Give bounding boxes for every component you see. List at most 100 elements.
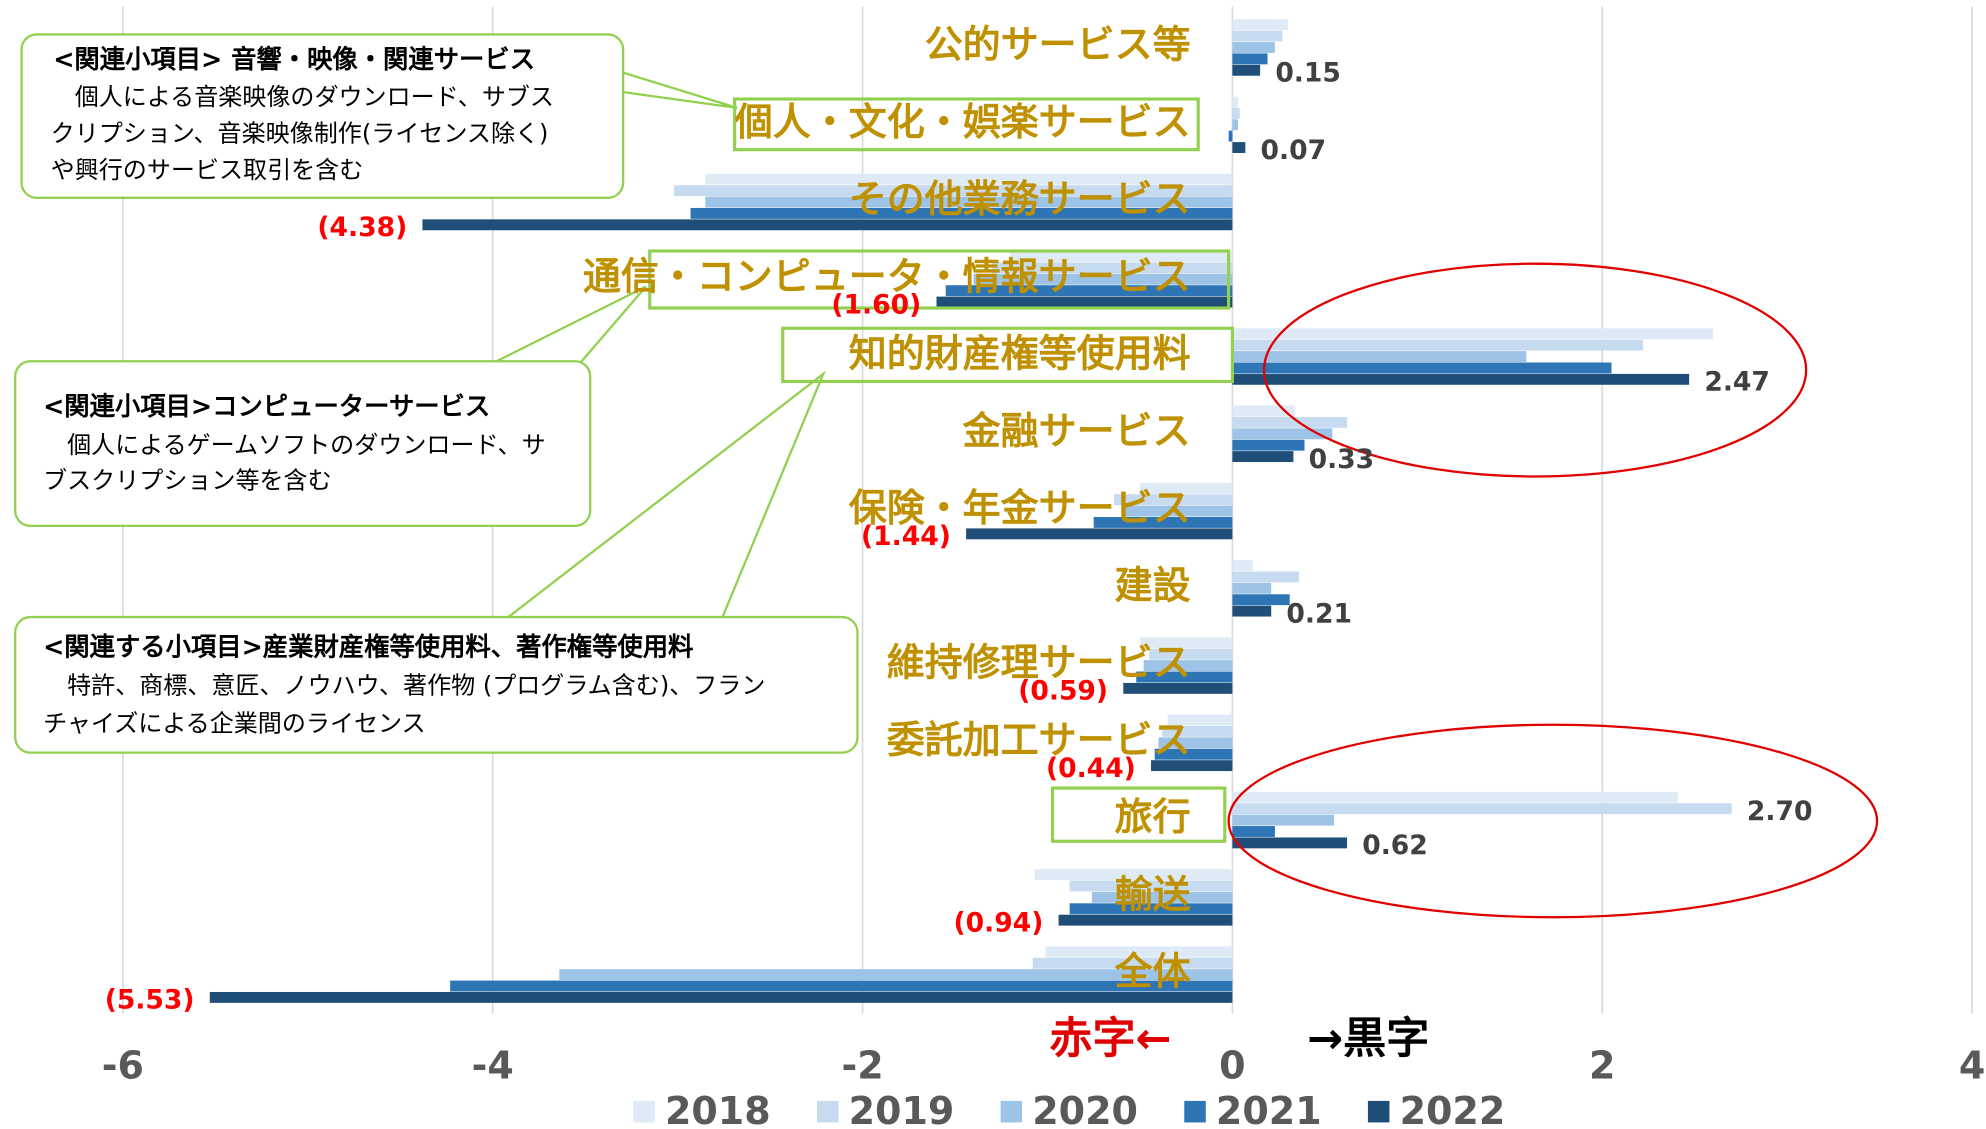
category-label: 維持修理サービス xyxy=(887,641,1191,685)
bar xyxy=(1045,946,1233,958)
x-tick-label: -4 xyxy=(472,1043,514,1087)
bar xyxy=(1158,737,1233,749)
callout-tail xyxy=(613,68,738,110)
highlight-box xyxy=(1050,786,1227,843)
bar xyxy=(1232,428,1333,440)
callout-title: <関連小項目> 音響・映像・関連サービス xyxy=(53,44,535,74)
legend-swatch xyxy=(1367,1100,1390,1123)
category-label: 公的サービス等 xyxy=(925,23,1191,67)
bar xyxy=(1232,791,1679,803)
bar xyxy=(1232,64,1261,76)
data-label: 2.47 xyxy=(1704,367,1770,398)
deficit-label: 赤字← xyxy=(1049,1014,1171,1064)
bar xyxy=(209,991,1233,1003)
bar xyxy=(705,196,1233,208)
bar xyxy=(1149,648,1233,660)
legend-label: 2020 xyxy=(1032,1089,1138,1129)
bar xyxy=(1232,107,1240,119)
category-label: 輸送 xyxy=(1115,872,1191,916)
bar xyxy=(1167,714,1233,726)
category-label: 全体 xyxy=(1114,950,1191,994)
callout-box xyxy=(14,360,592,528)
bar xyxy=(1139,637,1233,649)
bar xyxy=(1143,660,1233,672)
x-tick-label: -2 xyxy=(841,1043,883,1087)
bar xyxy=(1232,571,1299,583)
callout-line: 特許、商標、意匠、ノウハウ、著作物 (プログラム含む)、フラン xyxy=(43,672,765,700)
bar xyxy=(1232,362,1612,374)
callout-line: や興行のサービス取引を含む xyxy=(51,156,364,184)
bar xyxy=(1151,760,1233,772)
highlight-ellipse xyxy=(1262,262,1808,478)
ellipses xyxy=(1227,262,1879,919)
bar xyxy=(1232,594,1290,606)
legend-swatch xyxy=(633,1100,655,1123)
data-label: 0.07 xyxy=(1261,135,1327,166)
data-label: (0.59) xyxy=(1018,676,1108,707)
bar xyxy=(1069,880,1233,892)
bar xyxy=(1232,373,1690,385)
bar xyxy=(973,273,1233,285)
bar xyxy=(1232,837,1348,849)
bar xyxy=(1114,494,1233,506)
data-label: (1.60) xyxy=(831,289,921,320)
bar xyxy=(690,207,1233,219)
bar xyxy=(1034,869,1233,881)
bar xyxy=(1232,605,1272,617)
bar xyxy=(1032,957,1233,969)
category-label: 建設 xyxy=(1115,563,1191,607)
callout-line: 個人によるゲームソフトのダウンロード、サ xyxy=(43,431,546,459)
callouts xyxy=(14,33,859,754)
bar xyxy=(1232,405,1296,417)
bar xyxy=(1232,30,1283,42)
category-label: 委託加工サービス xyxy=(887,718,1191,762)
highlight-ellipse xyxy=(1227,723,1879,919)
callout-line: 個人による音楽映像のダウンロード、サブス xyxy=(51,83,554,111)
bar xyxy=(705,173,1233,185)
bar xyxy=(1232,339,1643,351)
legend-swatch xyxy=(1184,1100,1206,1123)
callout-tails xyxy=(493,68,826,620)
bar xyxy=(1232,560,1253,571)
bar xyxy=(1232,826,1275,837)
bar xyxy=(1232,451,1294,463)
legend-label: 2022 xyxy=(1400,1089,1506,1129)
data-label: 0.33 xyxy=(1309,444,1375,475)
data-label: 2.70 xyxy=(1747,796,1813,827)
callout-box xyxy=(20,33,625,199)
data-label: 0.21 xyxy=(1286,598,1352,629)
bar xyxy=(991,262,1233,274)
callout-line: チャイズによる企業間のライセンス xyxy=(43,710,426,738)
bar xyxy=(966,528,1233,540)
bar xyxy=(1232,351,1527,362)
data-label: (4.38) xyxy=(317,212,407,243)
highlight-box xyxy=(781,326,1234,384)
bar xyxy=(936,296,1233,308)
bar xyxy=(1093,517,1233,528)
bar xyxy=(945,285,1233,297)
bar xyxy=(1232,119,1238,131)
category-label: 通信・コンピュータ・情報サービス xyxy=(583,254,1191,298)
bar xyxy=(1121,505,1233,517)
callout-tail xyxy=(493,285,647,369)
bar xyxy=(1136,671,1233,683)
bar xyxy=(1091,891,1233,903)
highlight-box xyxy=(733,97,1200,152)
bar xyxy=(1232,582,1272,594)
bar xyxy=(1162,725,1233,737)
bar xyxy=(559,969,1233,981)
data-label: 0.15 xyxy=(1275,58,1341,89)
callout-tail xyxy=(505,370,826,620)
bar xyxy=(1232,42,1275,53)
bar xyxy=(1058,914,1233,926)
legend-swatch xyxy=(816,1100,839,1123)
data-label: (1.44) xyxy=(861,521,951,552)
bar xyxy=(450,980,1233,992)
highlight-boxes xyxy=(648,97,1234,843)
category-label: 保険・年金サービス xyxy=(849,486,1191,530)
x-tick-label: 0 xyxy=(1219,1043,1245,1087)
bar xyxy=(673,185,1233,197)
x-tick-label: -6 xyxy=(102,1043,144,1087)
category-label: 金融サービス xyxy=(962,409,1191,453)
